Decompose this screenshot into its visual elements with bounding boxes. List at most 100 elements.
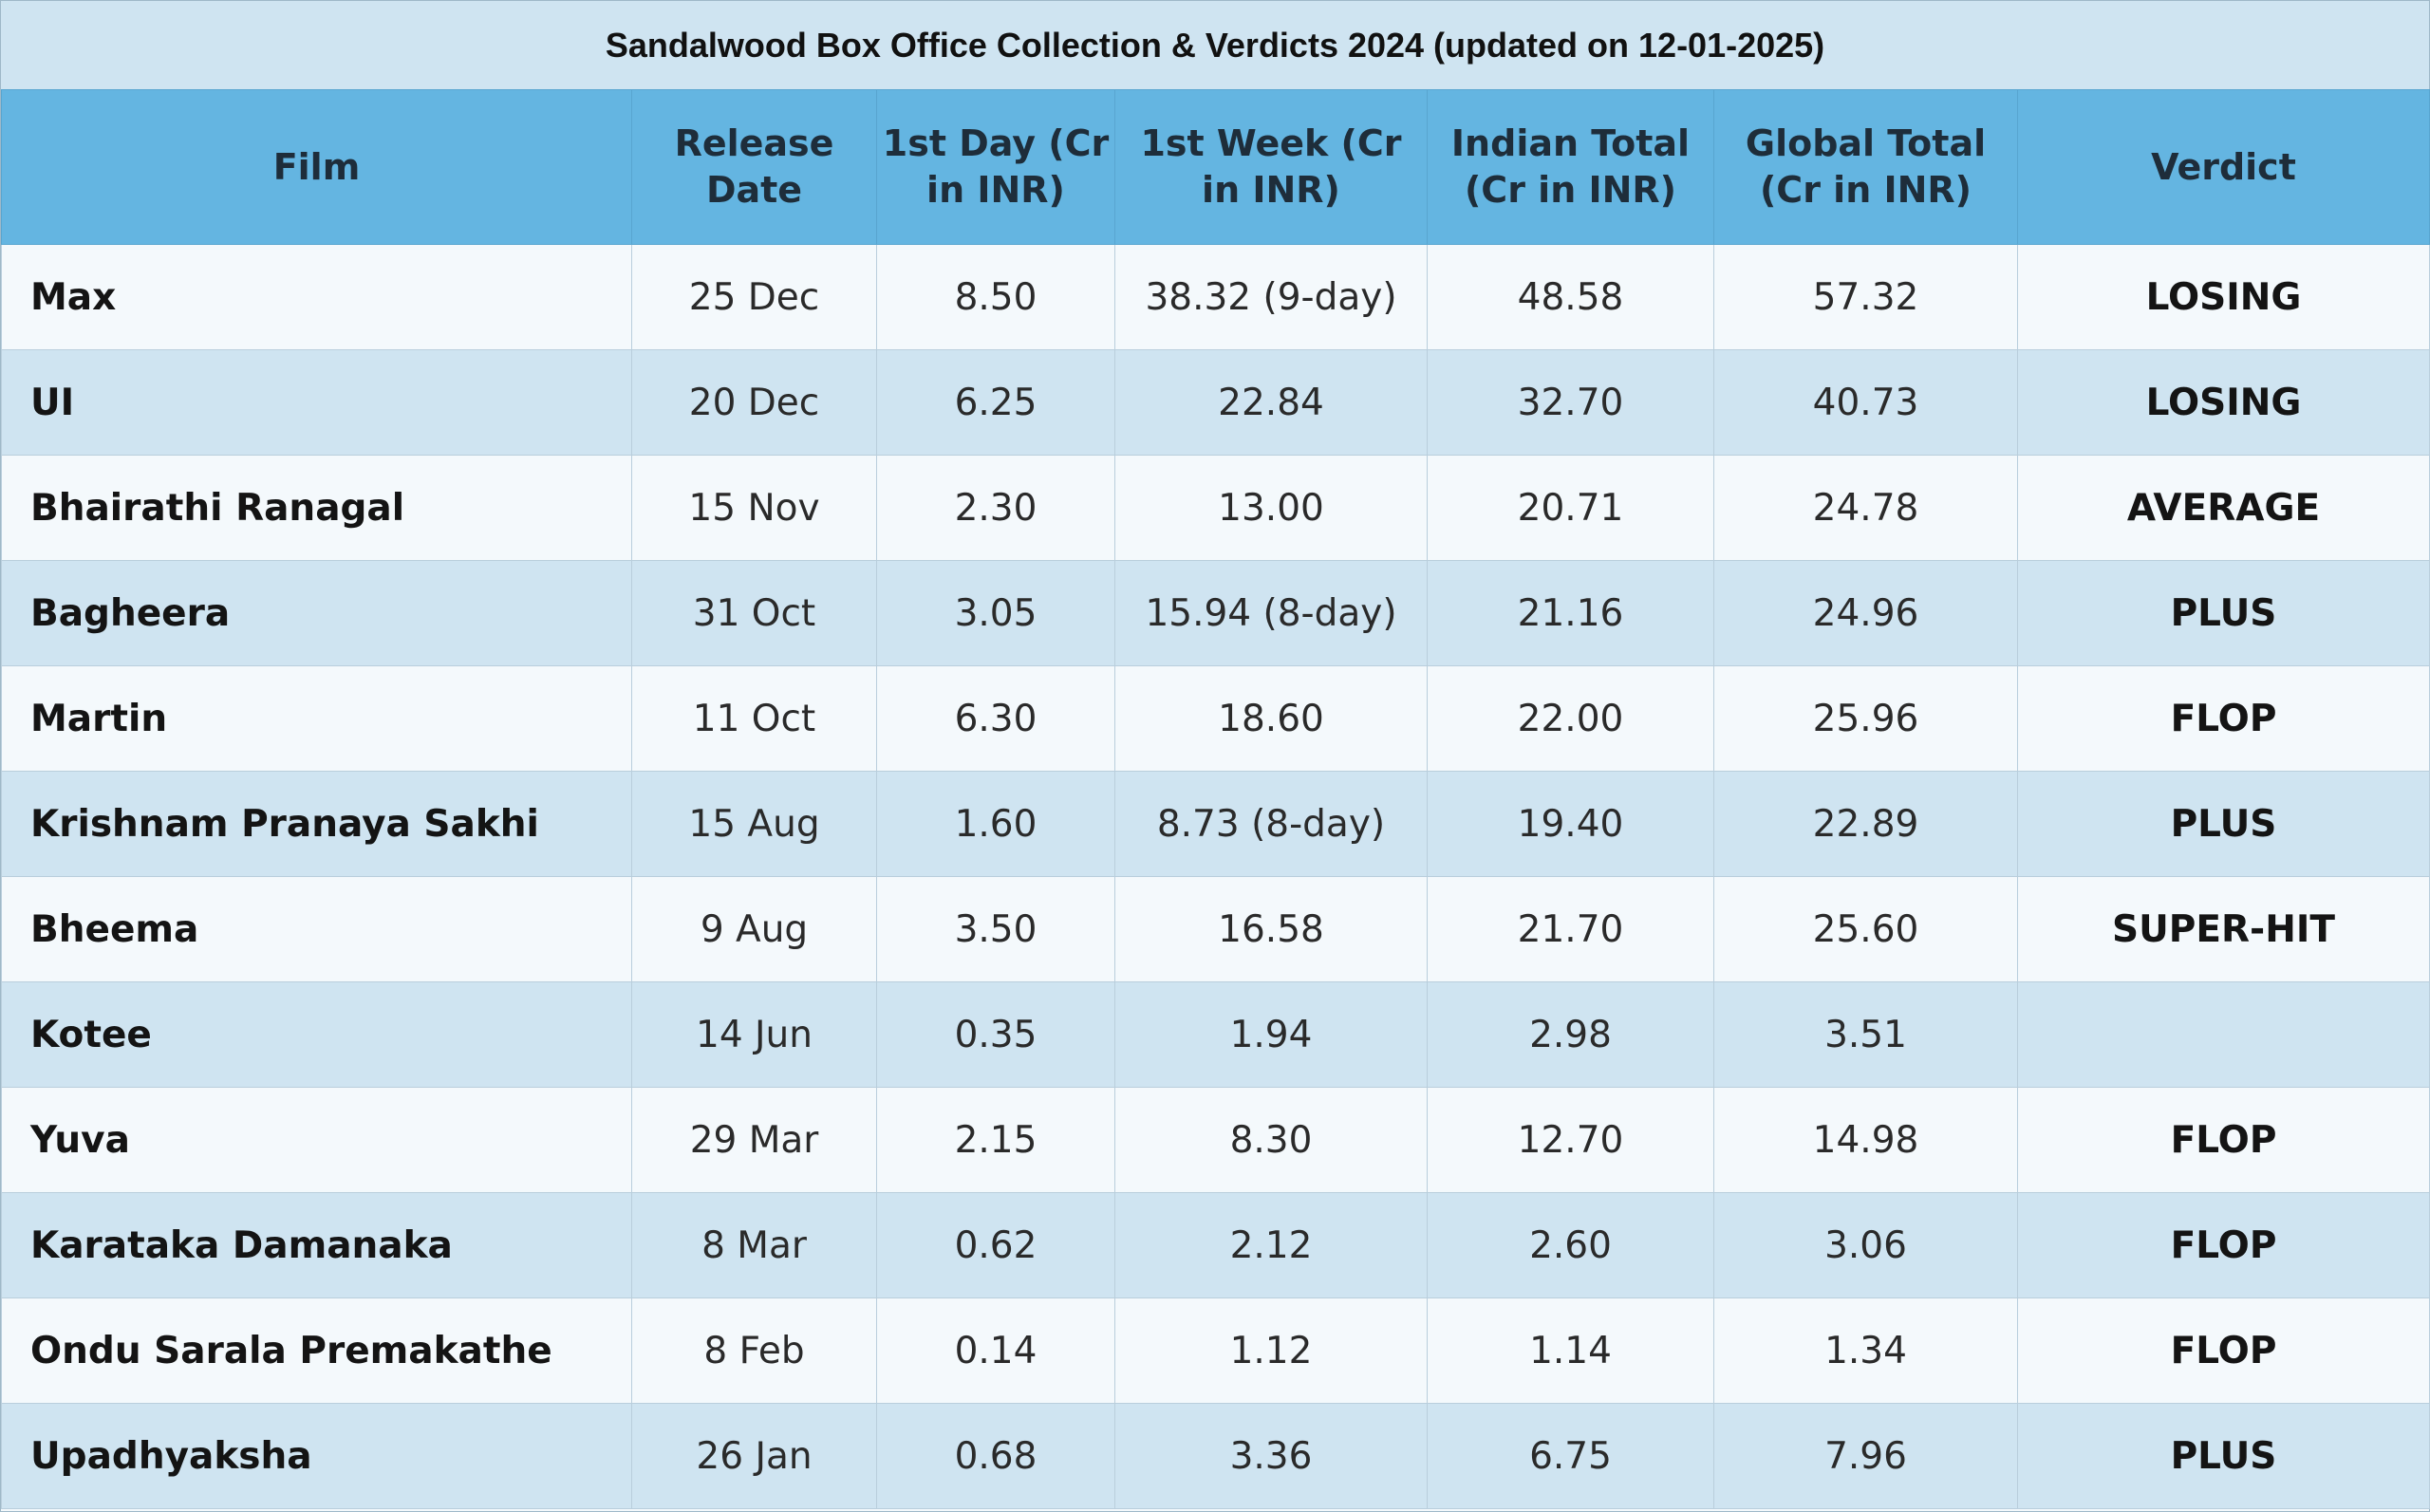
- film-cell: Ondu Sarala Premakathe: [1, 1297, 632, 1404]
- indian-total-cell: 48.58: [1427, 244, 1714, 350]
- verdict-cell: LOSING: [2017, 349, 2430, 456]
- first-day-cell: 3.05: [876, 560, 1115, 666]
- indian-total-cell: 6.75: [1427, 1403, 1714, 1509]
- first-day-cell: 3.50: [876, 876, 1115, 982]
- first-week-cell: 8.30: [1114, 1087, 1428, 1193]
- first-week-cell: 15.94 (8-day): [1114, 560, 1428, 666]
- header-row: Film Release Date 1st Day (Cr in INR) 1s…: [1, 89, 2430, 245]
- indian-total-cell: 1.14: [1427, 1297, 1714, 1404]
- global-total-cell: 22.89: [1713, 771, 2018, 877]
- table-row: Bagheera 31 Oct 3.05 15.94 (8-day) 21.16 24.9…: [1, 560, 2430, 666]
- table-row: Krishnam Pranaya Sakhi 15 Aug 1.60 8.73 (8-…: [1, 771, 2430, 877]
- release-date-cell: 29 Mar: [631, 1087, 877, 1193]
- table-row: Max 25 Dec 8.50 38.32 (9-day) 48.58 57.32 LOSI…: [1, 244, 2430, 350]
- indian-total-cell: 19.40: [1427, 771, 1714, 877]
- indian-total-cell: 2.98: [1427, 981, 1714, 1088]
- film-cell: Martin: [1, 665, 632, 772]
- table-row: Yuva 29 Mar 2.15 8.30 12.70 14.98 FLOP: [1, 1087, 2430, 1193]
- film-cell: Krishnam Pranaya Sakhi: [1, 771, 632, 877]
- film-cell: Upadhyaksha: [1, 1403, 632, 1509]
- verdict-cell: [2017, 981, 2430, 1088]
- table-title: Sandalwood Box Office Collection & Verdi…: [1, 1, 2429, 90]
- verdict-cell: FLOP: [2017, 665, 2430, 772]
- column-header-indian-total: Indian Total (Cr in INR): [1427, 89, 1714, 245]
- first-day-cell: 6.30: [876, 665, 1115, 772]
- first-week-cell: 2.12: [1114, 1192, 1428, 1298]
- first-day-cell: 0.14: [876, 1297, 1115, 1404]
- verdict-cell: SUPER-HIT: [2017, 876, 2430, 982]
- global-total-cell: 25.96: [1713, 665, 2018, 772]
- verdict-cell: PLUS: [2017, 560, 2430, 666]
- first-week-cell: 38.32 (9-day): [1114, 244, 1428, 350]
- first-day-cell: 0.68: [876, 1403, 1115, 1509]
- table-row: Martin 11 Oct 6.30 18.60 22.00 25.96 FLOP: [1, 665, 2430, 772]
- indian-total-cell: 21.70: [1427, 876, 1714, 982]
- release-date-cell: 26 Jan: [631, 1403, 877, 1509]
- indian-total-cell: 22.00: [1427, 665, 1714, 772]
- first-week-cell: 3.36: [1114, 1403, 1428, 1509]
- table-row: Ondu Sarala Premakathe 8 Feb 0.14 1.12 1.14 1…: [1, 1297, 2430, 1404]
- verdict-cell: PLUS: [2017, 1403, 2430, 1509]
- verdict-cell: AVERAGE: [2017, 455, 2430, 561]
- indian-total-cell: 32.70: [1427, 349, 1714, 456]
- table-row: UI 20 Dec 6.25 22.84 32.70 40.73 LOSING: [1, 349, 2430, 456]
- verdict-cell: FLOP: [2017, 1192, 2430, 1298]
- release-date-cell: 8 Feb: [631, 1297, 877, 1404]
- first-week-cell: 13.00: [1114, 455, 1428, 561]
- global-total-cell: 24.96: [1713, 560, 2018, 666]
- film-cell: Max: [1, 244, 632, 350]
- first-week-cell: 1.12: [1114, 1297, 1428, 1404]
- global-total-cell: 24.78: [1713, 455, 2018, 561]
- global-total-cell: 1.34: [1713, 1297, 2018, 1404]
- release-date-cell: 25 Dec: [631, 244, 877, 350]
- film-cell: Bheema: [1, 876, 632, 982]
- release-date-cell: 9 Aug: [631, 876, 877, 982]
- verdict-cell: FLOP: [2017, 1297, 2430, 1404]
- table-row: Bhairathi Ranagal 15 Nov 2.30 13.00 20.71 24.…: [1, 455, 2430, 561]
- release-date-cell: 31 Oct: [631, 560, 877, 666]
- first-day-cell: 2.30: [876, 455, 1115, 561]
- first-day-cell: 6.25: [876, 349, 1115, 456]
- column-header-verdict: Verdict: [2017, 89, 2430, 245]
- table-row: Kotee 14 Jun 0.35 1.94 2.98 3.51: [1, 981, 2430, 1088]
- column-header-film: Film: [1, 89, 632, 245]
- verdict-cell: PLUS: [2017, 771, 2430, 877]
- indian-total-cell: 20.71: [1427, 455, 1714, 561]
- table-row: Upadhyaksha 26 Jan 0.68 3.36 6.75 7.96 PLUS: [1, 1403, 2430, 1509]
- column-header-release-date: Release Date: [631, 89, 877, 245]
- film-cell: Yuva: [1, 1087, 632, 1193]
- film-cell: Kotee: [1, 981, 632, 1088]
- global-total-cell: 3.51: [1713, 981, 2018, 1088]
- first-week-cell: 8.73 (8-day): [1114, 771, 1428, 877]
- first-day-cell: 0.35: [876, 981, 1115, 1088]
- release-date-cell: 14 Jun: [631, 981, 877, 1088]
- global-total-cell: 7.96: [1713, 1403, 2018, 1509]
- box-office-table: Film Release Date 1st Day (Cr in INR) 1s…: [1, 89, 2430, 1509]
- verdict-cell: FLOP: [2017, 1087, 2430, 1193]
- indian-total-cell: 21.16: [1427, 560, 1714, 666]
- table-row: Karataka Damanaka 8 Mar 0.62 2.12 2.60 3.06 FL…: [1, 1192, 2430, 1298]
- release-date-cell: 8 Mar: [631, 1192, 877, 1298]
- first-week-cell: 16.58: [1114, 876, 1428, 982]
- indian-total-cell: 12.70: [1427, 1087, 1714, 1193]
- global-total-cell: 25.60: [1713, 876, 2018, 982]
- release-date-cell: 15 Nov: [631, 455, 877, 561]
- global-total-cell: 40.73: [1713, 349, 2018, 456]
- first-day-cell: 8.50: [876, 244, 1115, 350]
- first-day-cell: 0.62: [876, 1192, 1115, 1298]
- first-day-cell: 1.60: [876, 771, 1115, 877]
- first-week-cell: 22.84: [1114, 349, 1428, 456]
- first-week-cell: 18.60: [1114, 665, 1428, 772]
- column-header-global-total: Global Total (Cr in INR): [1713, 89, 2018, 245]
- first-day-cell: 2.15: [876, 1087, 1115, 1193]
- first-week-cell: 1.94: [1114, 981, 1428, 1088]
- table-body: Max 25 Dec 8.50 38.32 (9-day) 48.58 57.32 LOSI…: [1, 244, 2430, 1509]
- release-date-cell: 11 Oct: [631, 665, 877, 772]
- film-cell: UI: [1, 349, 632, 456]
- film-cell: Bhairathi Ranagal: [1, 455, 632, 561]
- table-row: Bheema 9 Aug 3.50 16.58 21.70 25.60 SUPER-HIT: [1, 876, 2430, 982]
- release-date-cell: 20 Dec: [631, 349, 877, 456]
- column-header-first-week: 1st Week (Cr in INR): [1114, 89, 1428, 245]
- global-total-cell: 3.06: [1713, 1192, 2018, 1298]
